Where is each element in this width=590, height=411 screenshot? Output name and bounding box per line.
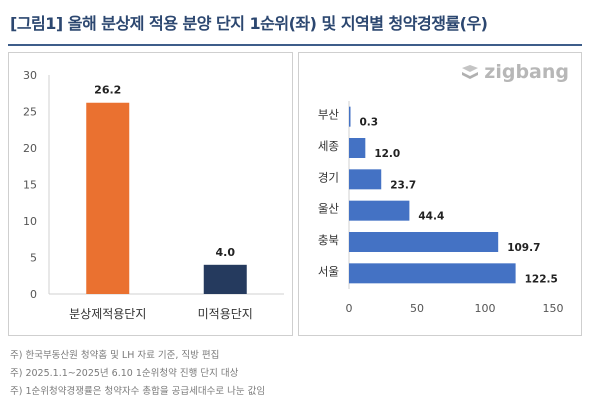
x-tick-label: 0 [346, 302, 353, 315]
bar [349, 232, 499, 252]
y-tick-label: 30 [23, 69, 37, 82]
left-chart-panel: 0 5 10 15 20 25 30 26.2 분상제적용단지 4.0 미적용단지 [8, 52, 293, 336]
page-title: [그림1] 올해 분상제 적용 분양 단지 1순위(좌) 및 지역별 청약경쟁률… [10, 14, 488, 33]
data-label: 12.0 [374, 148, 400, 160]
bar [349, 138, 366, 158]
y-tick-label: 20 [23, 142, 37, 155]
bar [349, 106, 351, 127]
subscription-by-region-chart: 0.3 부산 12.0 세종 23.7 경기 44.4 울산 109.7 충북 122.5 서울 0 50… [318, 101, 564, 315]
x-tick-label: 50 [410, 302, 424, 315]
zigbang-logo: zigbang [460, 61, 569, 83]
y-tick-label: 10 [23, 215, 37, 228]
right-chart-panel: zigbang 0.3 부산 12.0 세종 23.7 경기 44.4 울산 109.7 충북 12… [298, 52, 582, 336]
data-label: 26.2 [94, 84, 121, 97]
zigbang-logo-text: zigbang [484, 61, 569, 83]
data-label: 0.3 [360, 117, 379, 129]
y-tick-label: 15 [23, 179, 37, 192]
data-label: 4.0 [216, 246, 236, 259]
y-tick-label: 서울 [318, 264, 339, 278]
y-tick-label: 울산 [318, 202, 340, 216]
bar [203, 264, 247, 294]
y-tick-label: 5 [30, 252, 37, 265]
y-tick-label: 부산 [318, 108, 340, 122]
footnote: 주) 1순위청약경쟁률은 청약자수 총합을 공급세대수로 나눈 값임 [10, 386, 266, 397]
y-tick-label: 경기 [318, 170, 339, 184]
footnotes: 주) 한국부동산원 청약홈 및 LH 자료 기준, 직방 편집 주) 2025.… [10, 347, 265, 401]
data-label: 23.7 [390, 179, 416, 191]
data-label: 109.7 [507, 242, 540, 254]
x-tick-label: 분상제적용단지 [69, 307, 146, 321]
bar [349, 263, 516, 284]
x-tick-label: 150 [543, 302, 564, 315]
footnote: 주) 한국부동산원 청약홈 및 LH 자료 기준, 직방 편집 [10, 350, 220, 361]
subscription-by-regulation-chart: 0 5 10 15 20 25 30 26.2 분상제적용단지 4.0 미적용단지 [23, 69, 284, 321]
x-tick-label: 미적용단지 [198, 307, 253, 321]
title-divider [8, 44, 582, 46]
y-tick-label: 충북 [318, 233, 339, 247]
data-label: 44.4 [418, 211, 444, 223]
bar [349, 169, 382, 190]
data-label: 122.5 [525, 273, 558, 285]
footnote: 주) 2025.1.1~2025년 6.10 1순위청약 진행 단지 대상 [10, 368, 239, 379]
zigbang-logo-icon [462, 65, 479, 79]
y-tick-label: 25 [23, 106, 37, 119]
bar [349, 200, 410, 221]
bar [86, 102, 130, 294]
y-tick-label: 0 [30, 288, 37, 301]
y-tick-label: 세종 [318, 139, 339, 153]
x-tick-label: 100 [475, 302, 496, 315]
